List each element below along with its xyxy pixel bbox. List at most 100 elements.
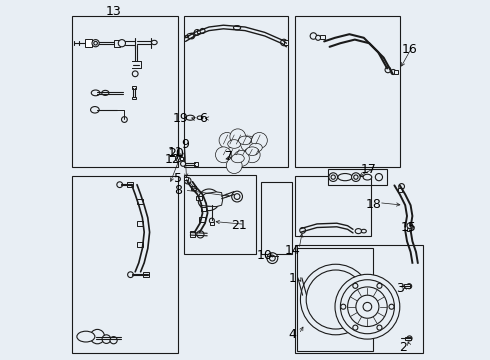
Text: 4: 4 xyxy=(289,328,296,341)
Text: 12: 12 xyxy=(165,153,180,166)
Bar xyxy=(137,199,143,204)
Circle shape xyxy=(216,147,231,163)
Circle shape xyxy=(117,182,122,188)
Circle shape xyxy=(194,30,200,35)
Circle shape xyxy=(306,270,365,329)
Ellipse shape xyxy=(102,90,109,95)
Circle shape xyxy=(209,218,215,223)
Bar xyxy=(199,217,205,222)
Circle shape xyxy=(377,325,382,330)
Circle shape xyxy=(407,336,412,341)
Bar xyxy=(295,16,400,167)
Ellipse shape xyxy=(186,115,195,120)
Text: 6: 6 xyxy=(199,112,207,125)
Circle shape xyxy=(92,40,99,47)
Circle shape xyxy=(232,191,243,202)
Circle shape xyxy=(189,33,195,39)
Bar xyxy=(191,186,196,190)
Circle shape xyxy=(230,129,245,145)
Ellipse shape xyxy=(231,154,245,163)
Circle shape xyxy=(389,304,394,309)
Circle shape xyxy=(197,231,204,238)
Text: 7: 7 xyxy=(225,150,233,163)
Circle shape xyxy=(356,295,379,318)
Text: 8: 8 xyxy=(174,184,182,197)
Bar xyxy=(295,176,371,236)
Bar xyxy=(201,207,206,211)
Circle shape xyxy=(175,155,182,162)
Text: 19: 19 xyxy=(173,112,189,125)
Circle shape xyxy=(241,136,257,152)
Circle shape xyxy=(127,272,133,278)
Circle shape xyxy=(300,264,371,335)
Bar xyxy=(72,16,178,167)
Circle shape xyxy=(399,184,404,189)
Bar xyxy=(132,86,136,89)
Text: 11: 11 xyxy=(168,146,184,159)
Bar xyxy=(180,157,183,160)
Circle shape xyxy=(391,69,396,75)
Circle shape xyxy=(316,35,320,40)
Text: 17: 17 xyxy=(360,163,376,176)
Circle shape xyxy=(310,33,317,39)
Text: 13: 13 xyxy=(106,5,122,18)
Circle shape xyxy=(102,335,111,343)
Bar xyxy=(72,176,178,353)
Bar xyxy=(407,228,411,231)
Text: 16: 16 xyxy=(401,43,417,56)
Bar xyxy=(394,70,398,74)
Ellipse shape xyxy=(228,140,241,148)
Circle shape xyxy=(281,39,287,46)
Bar xyxy=(295,245,423,353)
Circle shape xyxy=(110,337,117,344)
Circle shape xyxy=(122,117,127,122)
Circle shape xyxy=(200,28,205,33)
Ellipse shape xyxy=(363,174,372,180)
Circle shape xyxy=(407,284,412,289)
Bar xyxy=(405,337,411,340)
Circle shape xyxy=(233,150,249,166)
Circle shape xyxy=(407,223,413,229)
Text: 9: 9 xyxy=(182,138,190,151)
Circle shape xyxy=(226,158,242,174)
Circle shape xyxy=(180,161,186,166)
Circle shape xyxy=(300,228,305,233)
Bar xyxy=(137,243,143,247)
Bar xyxy=(185,35,188,37)
Text: 20: 20 xyxy=(168,147,184,160)
Circle shape xyxy=(90,329,104,344)
Bar xyxy=(297,248,373,351)
Text: 1: 1 xyxy=(289,273,296,285)
Text: 14: 14 xyxy=(285,244,300,257)
Circle shape xyxy=(267,253,278,264)
Bar xyxy=(127,182,133,187)
Circle shape xyxy=(385,67,391,73)
Bar xyxy=(184,177,188,180)
Circle shape xyxy=(351,173,360,181)
Text: 21: 21 xyxy=(231,219,246,232)
Text: 2: 2 xyxy=(399,341,407,354)
Ellipse shape xyxy=(239,136,251,145)
Bar xyxy=(261,182,292,254)
Ellipse shape xyxy=(187,33,194,39)
Bar xyxy=(85,39,92,47)
Circle shape xyxy=(202,193,216,206)
Ellipse shape xyxy=(249,143,262,152)
Circle shape xyxy=(329,173,338,181)
Bar xyxy=(132,97,136,99)
Circle shape xyxy=(185,177,191,184)
Circle shape xyxy=(219,132,235,148)
Circle shape xyxy=(198,189,220,211)
Bar xyxy=(114,40,120,47)
Bar xyxy=(210,221,214,225)
Ellipse shape xyxy=(91,90,100,96)
Circle shape xyxy=(347,287,387,327)
Text: 5: 5 xyxy=(174,172,182,185)
Bar xyxy=(190,231,195,237)
Ellipse shape xyxy=(151,40,157,45)
Bar xyxy=(137,221,143,225)
Ellipse shape xyxy=(355,229,362,234)
Bar xyxy=(144,272,149,277)
Circle shape xyxy=(132,71,138,77)
Circle shape xyxy=(251,132,268,148)
